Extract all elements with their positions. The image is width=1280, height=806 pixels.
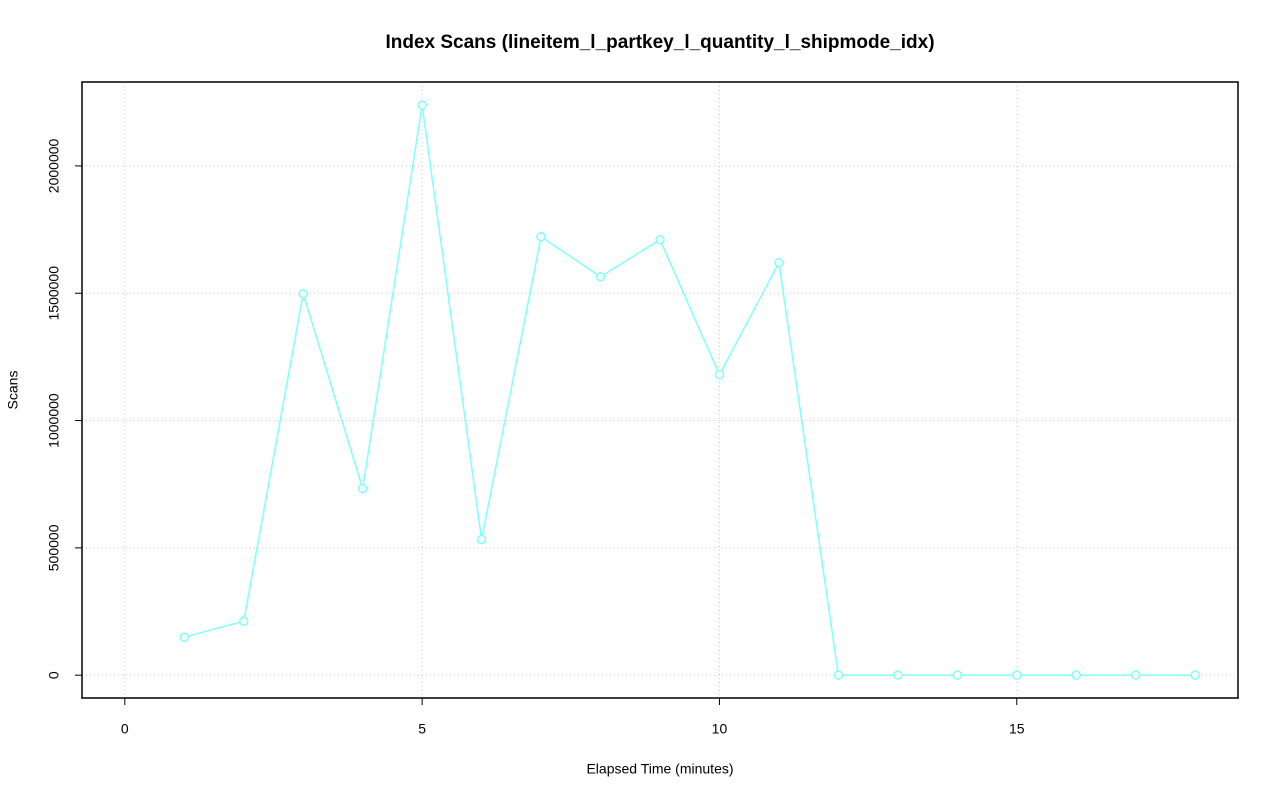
x-axis-label: Elapsed Time (minutes) bbox=[586, 761, 733, 777]
data-line bbox=[184, 104, 1196, 676]
data-point bbox=[595, 271, 606, 282]
y-tick-label: 1000000 bbox=[46, 393, 62, 448]
x-tick-label: 15 bbox=[1009, 721, 1025, 737]
y-axis-label: Scans bbox=[5, 371, 21, 410]
data-point bbox=[1012, 670, 1022, 680]
data-point bbox=[357, 483, 368, 494]
x-tick-label: 0 bbox=[121, 721, 129, 737]
data-point bbox=[952, 670, 963, 680]
data-point bbox=[1071, 670, 1082, 680]
data-point bbox=[1190, 670, 1200, 680]
data-point bbox=[179, 632, 190, 642]
data-point bbox=[1130, 670, 1141, 680]
data-point bbox=[238, 616, 249, 626]
data-point bbox=[714, 369, 725, 380]
plot-frame bbox=[81, 81, 1239, 699]
chart-title: Index Scans (lineitem_l_partkey_l_quanti… bbox=[385, 32, 934, 53]
y-tick-label: 2000000 bbox=[46, 138, 62, 193]
y-tick-label: 0 bbox=[46, 671, 62, 679]
data-point bbox=[655, 235, 665, 245]
data-point bbox=[893, 670, 903, 680]
data-point bbox=[476, 534, 487, 545]
data-point bbox=[417, 100, 427, 110]
y-tick-label: 1500000 bbox=[46, 266, 62, 321]
data-point bbox=[298, 289, 308, 299]
y-tick-label: 500000 bbox=[46, 524, 62, 571]
x-tick-label: 5 bbox=[418, 721, 426, 737]
data-point bbox=[536, 231, 546, 242]
data-point bbox=[774, 257, 784, 268]
data-point bbox=[833, 670, 844, 680]
x-tick-label: 10 bbox=[712, 721, 728, 737]
